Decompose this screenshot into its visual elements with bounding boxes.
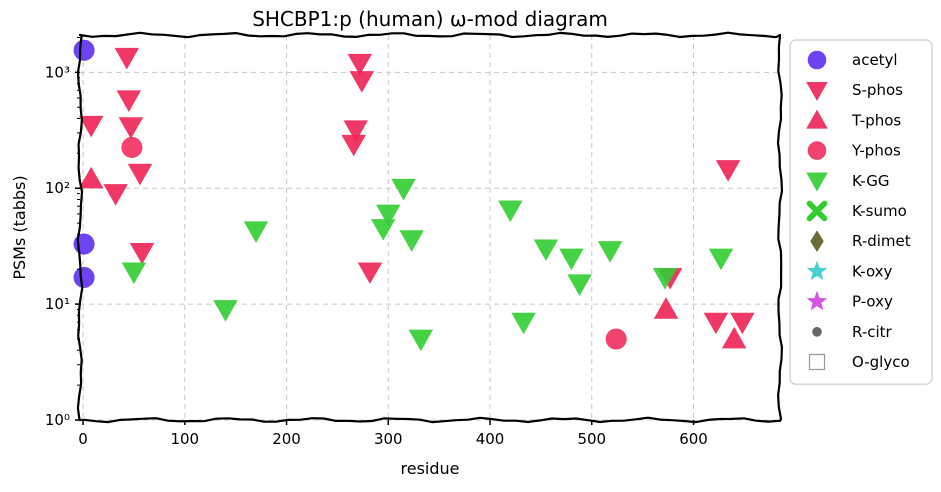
point-s-phos — [103, 184, 128, 206]
legend-label: S-phos — [852, 81, 903, 99]
point-s-phos — [129, 242, 155, 265]
legend-item: acetyl — [807, 50, 898, 70]
point-s-phos — [116, 90, 142, 112]
legend-item: Y-phos — [807, 141, 901, 160]
legend-label: acetyl — [852, 51, 898, 69]
series-y-phos — [121, 136, 627, 350]
legend-item: S-phos — [806, 81, 903, 101]
y-tick-label: 10¹ — [45, 295, 70, 313]
legend-marker — [806, 172, 828, 192]
point-s-phos — [715, 160, 741, 182]
x-tick-label: 200 — [272, 430, 301, 448]
point-acetyl — [73, 233, 95, 255]
legend-label: T-phos — [851, 111, 901, 129]
point-t-phos — [653, 297, 679, 319]
point-k-gg — [399, 230, 424, 252]
legend-marker — [810, 230, 824, 252]
point-s-phos — [343, 120, 368, 142]
point-k-gg — [243, 221, 269, 243]
chart-title: SHCBP1:p (human) ω-mod diagram — [252, 7, 608, 31]
legend-label: K-oxy — [852, 262, 893, 280]
y-axis-label: PSMs (tabbs) — [10, 175, 29, 279]
legend-marker — [808, 353, 826, 371]
legend-marker — [807, 50, 827, 70]
plot-frame — [76, 31, 784, 424]
x-tick-label: 400 — [476, 430, 505, 448]
legend-item: R-citr — [812, 323, 893, 341]
series-k-gg — [121, 178, 734, 352]
point-k-gg — [652, 268, 678, 290]
point-k-gg — [370, 219, 396, 241]
x-tick-label: 100 — [170, 430, 199, 448]
legend-item: K-sumo — [806, 200, 907, 222]
point-acetyl — [73, 39, 95, 61]
point-k-gg — [213, 300, 238, 322]
legend-item: T-phos — [806, 109, 901, 129]
point-k-gg — [121, 262, 147, 285]
grid-lines — [80, 35, 780, 421]
data-points — [73, 39, 755, 352]
point-s-phos — [703, 312, 729, 335]
point-k-gg — [559, 248, 584, 271]
point-s-phos — [357, 262, 383, 285]
point-k-gg — [567, 274, 592, 296]
legend-marker — [806, 109, 828, 129]
point-k-gg — [708, 248, 734, 271]
legend-marker — [806, 290, 828, 311]
point-s-phos — [114, 47, 140, 70]
x-tick-label: 500 — [577, 430, 606, 448]
series-t-phos — [78, 166, 747, 349]
legend-item: R-dimet — [810, 230, 911, 252]
series-s-phos — [78, 47, 755, 335]
legend-marker — [806, 200, 828, 222]
legend-label: O-glyco — [852, 353, 910, 371]
legend-label: R-dimet — [852, 232, 911, 250]
legend-item: K-GG — [806, 172, 889, 192]
point-t-phos — [78, 166, 104, 189]
legend: acetyl S-phos T-phos Y-phos K-GG K-sumo R-dime… — [789, 39, 933, 385]
point-t-phos — [721, 326, 747, 349]
legend-item: O-glyco — [808, 353, 910, 371]
point-s-phos — [347, 53, 373, 76]
point-s-phos — [730, 312, 755, 335]
x-tick-label: 300 — [374, 430, 403, 448]
point-k-gg — [391, 178, 416, 201]
legend-marker — [812, 327, 822, 337]
legend-marker — [806, 260, 828, 281]
point-k-gg — [376, 204, 401, 227]
legend-item: K-oxy — [806, 260, 893, 281]
legend-label: Y-phos — [851, 142, 901, 160]
legend-label: P-oxy — [852, 293, 893, 311]
point-s-phos — [127, 163, 153, 186]
point-s-phos — [349, 71, 375, 93]
legend-label: K-sumo — [852, 202, 907, 220]
legend-marker — [807, 141, 827, 160]
point-y-phos — [605, 328, 627, 350]
legend-label: K-GG — [852, 172, 889, 190]
y-tick-label: 10³ — [45, 63, 70, 81]
series-acetyl — [73, 39, 95, 288]
point-acetyl — [73, 266, 95, 288]
point-k-gg — [408, 329, 434, 352]
x-tick-label: 0 — [78, 430, 88, 448]
legend-label: R-citr — [852, 323, 893, 341]
point-s-phos — [78, 115, 104, 138]
point-k-gg — [498, 200, 523, 223]
y-tick-label: 10² — [45, 179, 70, 197]
x-axis-label: residue — [401, 459, 460, 478]
point-s-phos — [341, 134, 366, 157]
point-y-phos — [121, 136, 143, 158]
legend-item: P-oxy — [806, 290, 893, 311]
point-k-gg — [511, 312, 536, 335]
axis-ticks: 0 100 200 300 400 500 600 10⁰ 10¹ 10² 10³ — [45, 36, 708, 448]
point-k-gg — [533, 239, 559, 262]
legend-marker — [806, 81, 828, 101]
point-k-gg — [597, 241, 623, 263]
point-s-phos — [118, 117, 144, 139]
y-tick-label: 10⁰ — [45, 411, 70, 429]
x-tick-label: 600 — [679, 430, 708, 448]
